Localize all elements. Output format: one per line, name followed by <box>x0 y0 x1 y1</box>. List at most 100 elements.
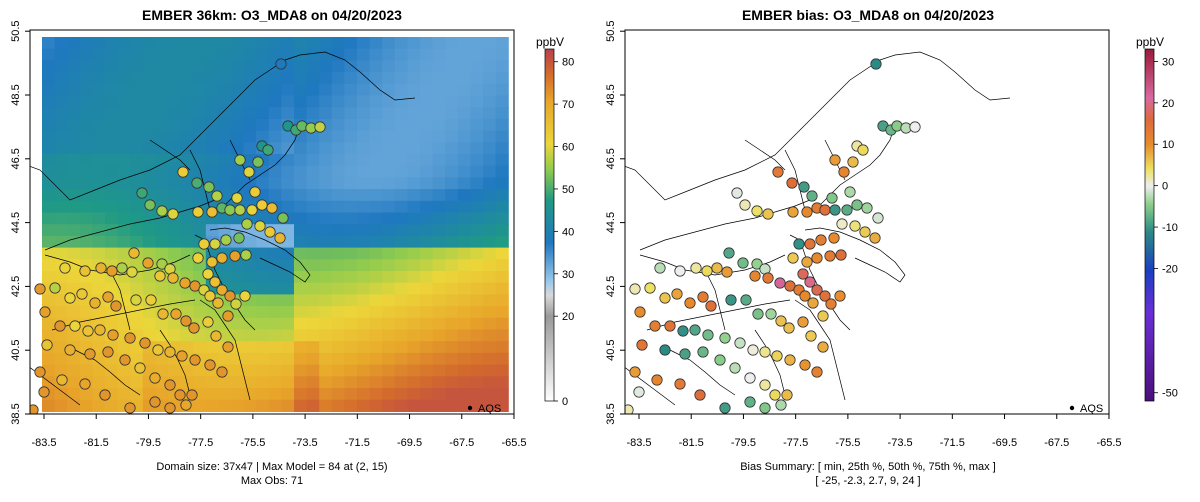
heatmap-cell <box>54 224 68 237</box>
heatmap-cell <box>331 341 345 354</box>
heatmap-cell <box>92 83 106 97</box>
aqs-site <box>54 320 66 332</box>
heatmap-cell <box>142 271 156 284</box>
heatmap-cell <box>155 83 169 97</box>
heatmap-cell <box>243 399 257 412</box>
heatmap-cell <box>256 72 270 85</box>
heatmap-cell <box>445 60 459 73</box>
heatmap-cell <box>268 118 282 132</box>
heatmap-cell <box>54 48 68 61</box>
heatmap-cell <box>382 376 396 389</box>
x-tick-label: -65.5 <box>1096 437 1121 449</box>
heatmap-cell <box>79 177 93 190</box>
aqs-site <box>771 350 783 362</box>
aqs-site <box>759 379 771 391</box>
heatmap-cell <box>117 282 131 295</box>
heatmap-cell <box>231 212 245 225</box>
x-tick-label: -67.5 <box>449 437 474 449</box>
heatmap-cell <box>142 352 156 366</box>
heatmap-cell <box>306 306 320 319</box>
heatmap-cell <box>369 212 383 225</box>
heatmap-cell <box>142 154 156 167</box>
aqs-site <box>82 325 94 337</box>
heatmap-cell <box>495 235 509 249</box>
aqs-site <box>252 156 264 168</box>
heatmap-cell <box>54 271 68 284</box>
heatmap-cell <box>394 200 408 214</box>
heatmap-cell <box>281 177 295 190</box>
heatmap-cell <box>193 130 207 143</box>
heatmap-cell <box>331 48 345 61</box>
heatmap-cell <box>193 364 207 377</box>
heatmap-cell <box>281 247 295 260</box>
x-tick-label: -73.5 <box>888 437 913 449</box>
heatmap-cell <box>42 247 56 260</box>
aqs-site <box>829 204 841 216</box>
heatmap-cell <box>483 364 497 377</box>
heatmap-cell <box>193 83 207 97</box>
aqs-site <box>861 202 873 214</box>
heatmap-cell <box>105 189 119 202</box>
heatmap-cell <box>268 48 282 61</box>
heatmap-cell <box>142 235 156 249</box>
heatmap-cell <box>483 165 497 178</box>
heatmap-cell <box>105 224 119 237</box>
heatmap-cell <box>155 247 169 260</box>
heatmap-cell <box>394 388 408 401</box>
heatmap-cell <box>168 142 182 155</box>
heatmap-cell <box>495 352 509 366</box>
heatmap-cell <box>218 95 232 108</box>
heatmap-cell <box>432 95 446 108</box>
heatmap-cell <box>319 154 333 167</box>
heatmap-cell <box>407 118 421 132</box>
aqs-site <box>177 166 189 178</box>
colorbar-tick-label: 30 <box>562 269 574 281</box>
heatmap-cell <box>331 317 345 331</box>
heatmap-cell <box>319 399 333 412</box>
heatmap-cell <box>394 364 408 377</box>
aqs-site <box>202 268 214 280</box>
heatmap-cell <box>180 294 194 307</box>
aqs-site <box>149 372 161 384</box>
heatmap-cell <box>319 224 333 237</box>
heatmap-cell <box>432 329 446 342</box>
x-tick-label: -75.5 <box>240 437 265 449</box>
heatmap-cell <box>420 118 434 132</box>
legend-label: AQS <box>1080 403 1103 415</box>
y-tick-label: 42.5 <box>10 276 22 297</box>
aqs-site <box>664 320 676 332</box>
colorbar-tick-label: 60 <box>562 142 574 154</box>
heatmap-cell <box>231 107 245 120</box>
heatmap-cell <box>180 259 194 272</box>
heatmap-cell <box>420 37 434 50</box>
heatmap-cell <box>268 329 282 342</box>
heatmap-cell <box>382 142 396 155</box>
heatmap-cell <box>319 177 333 190</box>
heatmap-cell <box>357 154 371 167</box>
aqs-site <box>797 316 809 328</box>
heatmap-cell <box>457 48 471 61</box>
heatmap-cell <box>483 235 497 249</box>
heatmap-cell <box>117 189 131 202</box>
heatmap-cell <box>420 189 434 202</box>
heatmap-cell <box>256 352 270 366</box>
heatmap-cell <box>470 130 484 143</box>
heatmap-cell <box>369 72 383 85</box>
aqs-site <box>679 348 691 360</box>
heatmap-cell <box>369 60 383 73</box>
heatmap-cell <box>369 352 383 366</box>
heatmap-cell <box>369 83 383 97</box>
aqs-site <box>275 58 287 70</box>
aqs-site <box>737 257 749 269</box>
heatmap-cell <box>193 224 207 237</box>
heatmap-cell <box>306 95 320 108</box>
heatmap-cell <box>256 294 270 307</box>
y-tick-label: 50.5 <box>10 20 22 41</box>
heatmap-cell <box>369 154 383 167</box>
map-outline <box>625 367 676 406</box>
heatmap-cell <box>457 329 471 342</box>
aqs-site <box>851 199 863 211</box>
aqs-site <box>119 354 131 366</box>
heatmap-cell <box>382 118 396 132</box>
aqs-site <box>95 262 107 274</box>
